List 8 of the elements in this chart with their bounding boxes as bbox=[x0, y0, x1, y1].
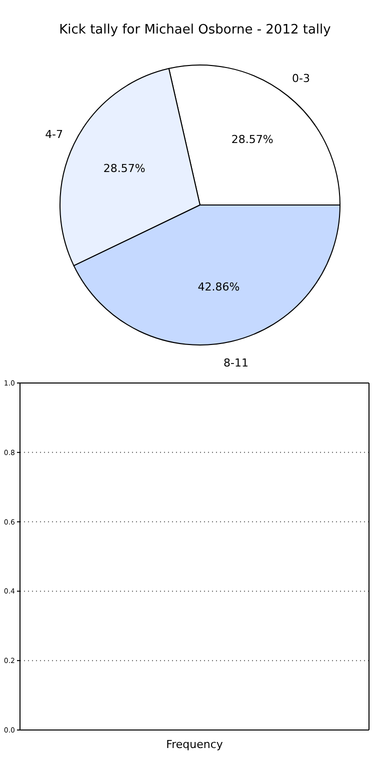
chart-title: Kick tally for Michael Osborne - 2012 tally bbox=[59, 22, 332, 38]
x-axis-title: Frequency bbox=[166, 738, 224, 751]
data-label: 42.86% bbox=[198, 280, 240, 294]
data-label: 28.57% bbox=[231, 132, 274, 146]
slice-label: 8-11 bbox=[224, 356, 249, 370]
slice-label: 0-3 bbox=[292, 72, 310, 85]
data-label: 28.57% bbox=[103, 162, 146, 176]
slice-label: 4-7 bbox=[45, 128, 64, 142]
